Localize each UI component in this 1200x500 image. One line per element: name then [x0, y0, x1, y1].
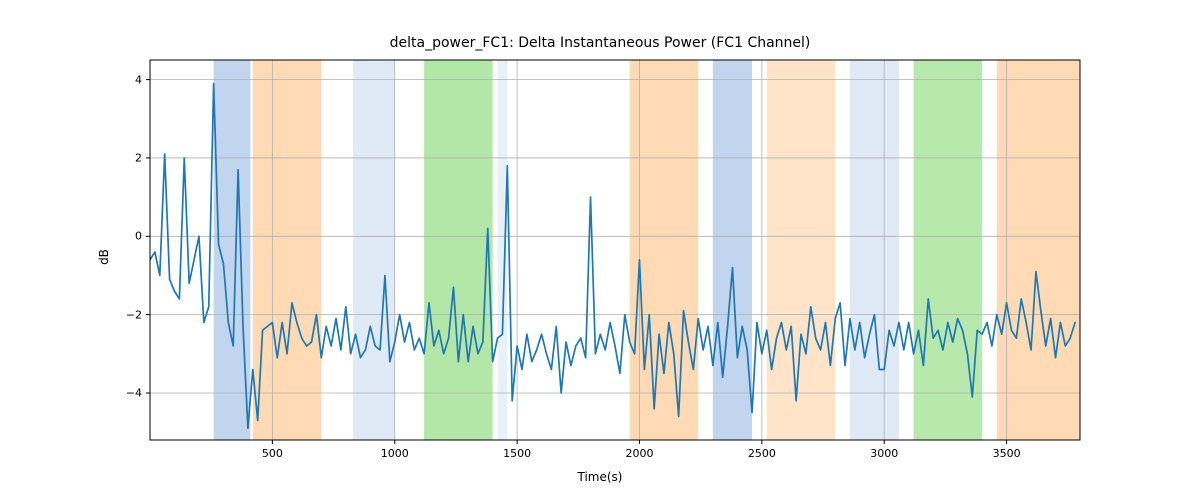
y-tick-label: −4 — [126, 386, 142, 399]
x-tick-label: 500 — [262, 447, 283, 460]
plot-svg — [150, 60, 1080, 440]
x-tick-label: 2500 — [748, 447, 776, 460]
y-tick-label: 2 — [135, 151, 142, 164]
x-tick-label: 1000 — [381, 447, 409, 460]
shaded-band — [914, 60, 983, 440]
shaded-band — [630, 60, 699, 440]
shaded-band — [253, 60, 322, 440]
y-tick-label: 0 — [135, 230, 142, 243]
y-tick-label: −2 — [126, 308, 142, 321]
x-tick-label: 1500 — [503, 447, 531, 460]
shaded-band — [424, 60, 493, 440]
shaded-band — [713, 60, 752, 440]
shaded-band — [353, 60, 395, 440]
shaded-band — [997, 60, 1080, 440]
x-tick-label: 3000 — [870, 447, 898, 460]
y-axis-label: dB — [97, 249, 111, 265]
chart-title: delta_power_FC1: Delta Instantaneous Pow… — [0, 35, 1200, 51]
x-tick-label: 3500 — [993, 447, 1021, 460]
x-tick-label: 2000 — [625, 447, 653, 460]
plot-axes — [150, 60, 1080, 440]
shaded-band — [767, 60, 836, 440]
x-axis-label: Time(s) — [0, 470, 1200, 484]
y-tick-label: 4 — [135, 73, 142, 86]
shaded-band — [850, 60, 899, 440]
shaded-band — [498, 60, 508, 440]
figure: delta_power_FC1: Delta Instantaneous Pow… — [0, 0, 1200, 500]
